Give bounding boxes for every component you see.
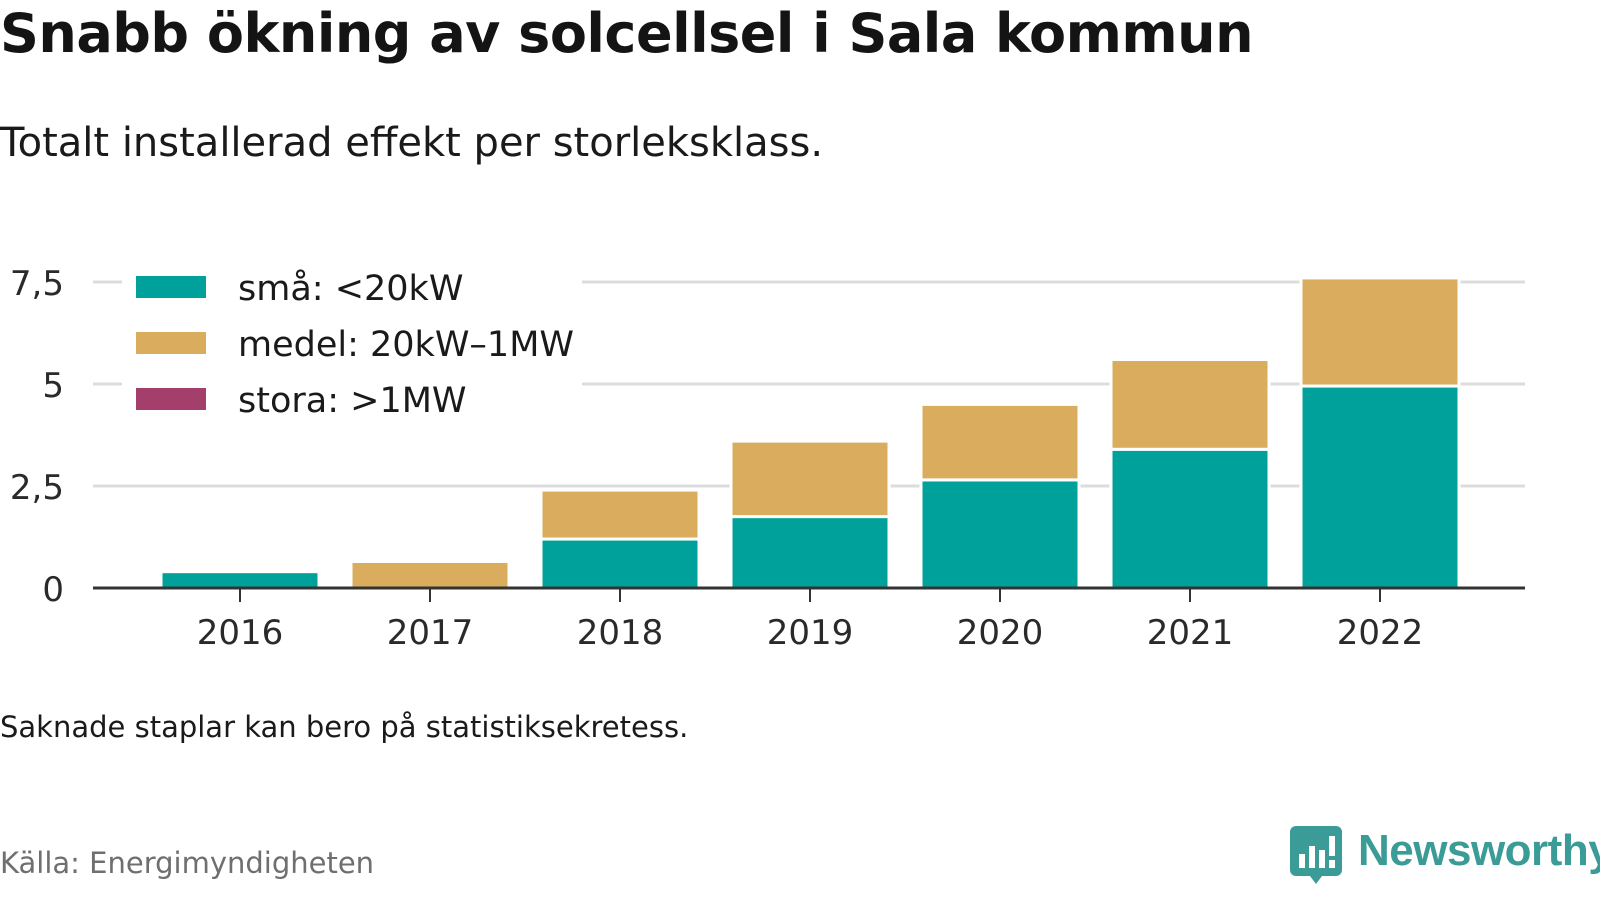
bar-segment	[729, 515, 891, 590]
legend-swatch	[136, 388, 206, 410]
bar-segment	[919, 402, 1081, 482]
x-tick-label: 2018	[577, 613, 664, 653]
y-tick-label: 5	[42, 366, 64, 406]
source-label: Källa: Energimyndigheten	[0, 846, 375, 880]
x-tick-label: 2019	[767, 613, 854, 653]
bar-segment	[729, 439, 891, 519]
y-tick-label: 0	[42, 570, 64, 610]
bar-segment	[1299, 276, 1461, 388]
bar-segment	[1109, 358, 1271, 451]
bar-segment	[159, 570, 321, 590]
x-tick-label: 2017	[387, 613, 474, 653]
bar-segment	[919, 478, 1081, 590]
stacked-bar-chart: 0 2,5 5 7,5 2016 2017 2018 2019 2020 2021 2022 små…	[10, 264, 1525, 653]
x-tick-label: 2020	[957, 613, 1044, 653]
y-tick-label: 7,5	[10, 264, 64, 304]
bar-segment	[1299, 384, 1461, 590]
x-tick-label: 2016	[197, 613, 284, 653]
bar-segment	[349, 559, 511, 590]
x-tick-label: 2021	[1147, 613, 1234, 653]
legend-label: medel: 20kW–1MW	[238, 325, 574, 365]
bar-segment	[1109, 447, 1271, 590]
legend-swatch	[136, 276, 206, 298]
legend: små: <20kW medel: 20kW–1MW stora: >1MW	[122, 268, 582, 438]
bar-segment	[539, 537, 701, 590]
chart-subtitle: Totalt installerad effekt per storlekskl…	[0, 120, 824, 166]
axes: 0 2,5 5 7,5 2016 2017 2018 2019 2020 2021 2022	[10, 264, 1525, 653]
chart-title: Snabb ökning av solcellsel i Sala kommun	[0, 2, 1254, 65]
legend-label: små: <20kW	[238, 268, 463, 309]
newsworthy-logo: Newsworthy	[1290, 826, 1600, 888]
newsworthy-logo-text: Newsworthy	[1358, 826, 1600, 875]
x-tick-label: 2022	[1337, 613, 1424, 653]
chart-note: Saknade staplar kan bero på statistiksek…	[0, 710, 689, 744]
bar-segment	[539, 488, 701, 541]
bars	[159, 276, 1461, 590]
newsworthy-chart-bubble-icon	[1290, 826, 1342, 884]
y-tick-label: 2,5	[10, 468, 64, 508]
legend-label: stora: >1MW	[238, 381, 467, 421]
legend-swatch	[136, 332, 206, 354]
